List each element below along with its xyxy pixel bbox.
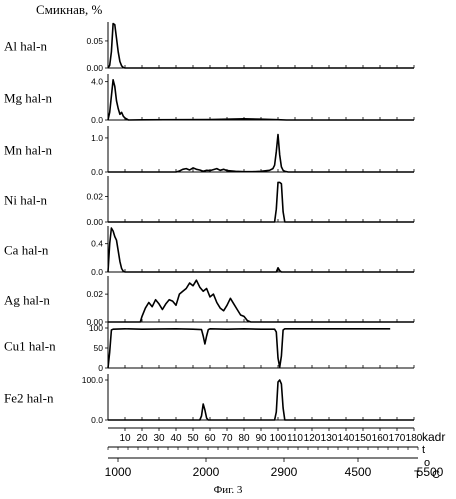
kadr-tick-label: 10 — [119, 433, 131, 444]
series-line — [108, 135, 414, 173]
kadr-tick-label: 130 — [321, 433, 338, 444]
panel-label: Ca hal-n — [4, 243, 49, 258]
kadr-tick-label: 100 — [270, 433, 287, 444]
kadr-tick-label: 140 — [338, 433, 355, 444]
figure-title: Смикнав, % — [36, 2, 103, 17]
kadr-tick-label: 20 — [136, 433, 148, 444]
y-tick-label: 1.0 — [91, 133, 103, 143]
temp-label-t: t — [422, 444, 425, 456]
kadr-tick-label: 110 — [287, 433, 303, 444]
kadr-tick-label: 60 — [204, 433, 216, 444]
y-tick-label: 0 — [98, 363, 103, 373]
bottom-axes: 1020304050607080901001101201301401501601… — [105, 428, 446, 481]
temp-tick-label: 1000 — [105, 465, 132, 479]
y-tick-label: 0.4 — [91, 239, 103, 249]
panel-3: Mn hal-n 0.0 1.0 — [4, 126, 414, 177]
series-line — [108, 80, 414, 120]
y-tick-label: 0.0 — [91, 415, 103, 425]
y-tick-label: 0.0 — [91, 167, 103, 177]
series-line — [108, 380, 414, 420]
panel-label: Mg hal-n — [4, 91, 53, 106]
series-line — [108, 329, 390, 368]
series-line — [108, 228, 414, 272]
chart-panels: Al hal-n0.000.05Mg hal-n0.04.0Mn hal-n0.… — [4, 22, 414, 425]
panel-label: Ni hal-n — [4, 193, 47, 208]
kadr-tick-label: 70 — [221, 433, 233, 444]
y-tick-label: 0.02 — [86, 289, 103, 299]
panel-2: Mg hal-n 0.0 4.0 — [4, 74, 414, 125]
y-tick-label: 100.0 — [82, 375, 104, 385]
y-tick-label: 0.0 — [91, 115, 103, 125]
panel-1: Al hal-n 0.00 0.05 — [4, 22, 414, 73]
kadr-tick-label: 90 — [255, 433, 267, 444]
kadr-tick-label: 160 — [372, 433, 389, 444]
y-tick-label: 0.02 — [86, 191, 103, 201]
figure-caption: Фиг. 3 — [214, 484, 243, 496]
kadr-axis-label: kadr — [422, 430, 445, 444]
panel-label: Al hal-n — [4, 39, 47, 54]
temp-tick-label: 2000 — [193, 465, 220, 479]
temp-label-T: T — [414, 469, 421, 481]
y-tick-label: 4.0 — [91, 77, 103, 87]
y-tick-label: 0.00 — [86, 217, 103, 227]
kadr-tick-label: 150 — [355, 433, 372, 444]
series-line — [108, 182, 414, 222]
temp-label-C: C — [432, 469, 440, 481]
panel-label: Cu1 hal-n — [4, 339, 56, 354]
kadr-tick-label: 180 — [406, 433, 423, 444]
panel-6: Ag hal-n0.000.02 — [4, 276, 414, 327]
y-tick-label: 0.05 — [86, 36, 103, 46]
panel-label: Ag hal-n — [4, 293, 50, 308]
series-line — [108, 24, 414, 68]
panel-5: Ca hal-n 0.0 0.4 — [4, 226, 414, 277]
temp-tick-label: 4500 — [345, 465, 372, 479]
series-line — [108, 280, 414, 322]
y-tick-label: 0.0 — [91, 267, 103, 277]
kadr-tick-label: 30 — [153, 433, 165, 444]
panel-4: Ni hal-n 0.00 0.02 — [4, 176, 414, 227]
temp-label-o: o — [424, 457, 430, 469]
kadr-tick-label: 50 — [187, 433, 199, 444]
panel-label: Mn hal-n — [4, 143, 53, 158]
kadr-tick-label: 170 — [389, 433, 406, 444]
panel-7: Cu1 hal-n 0 50 100 — [4, 322, 414, 373]
panel-8: Fe2 hal-n 0.0 100.0 — [4, 374, 414, 425]
kadr-tick-label: 40 — [170, 433, 182, 444]
kadr-tick-label: 120 — [304, 433, 321, 444]
y-tick-label: 0.00 — [86, 63, 103, 73]
y-tick-label: 50 — [94, 343, 104, 353]
y-tick-label: 100 — [89, 323, 103, 333]
panel-label: Fe2 hal-n — [4, 391, 54, 406]
temp-tick-label: 2900 — [271, 465, 298, 479]
kadr-tick-label: 80 — [238, 433, 250, 444]
